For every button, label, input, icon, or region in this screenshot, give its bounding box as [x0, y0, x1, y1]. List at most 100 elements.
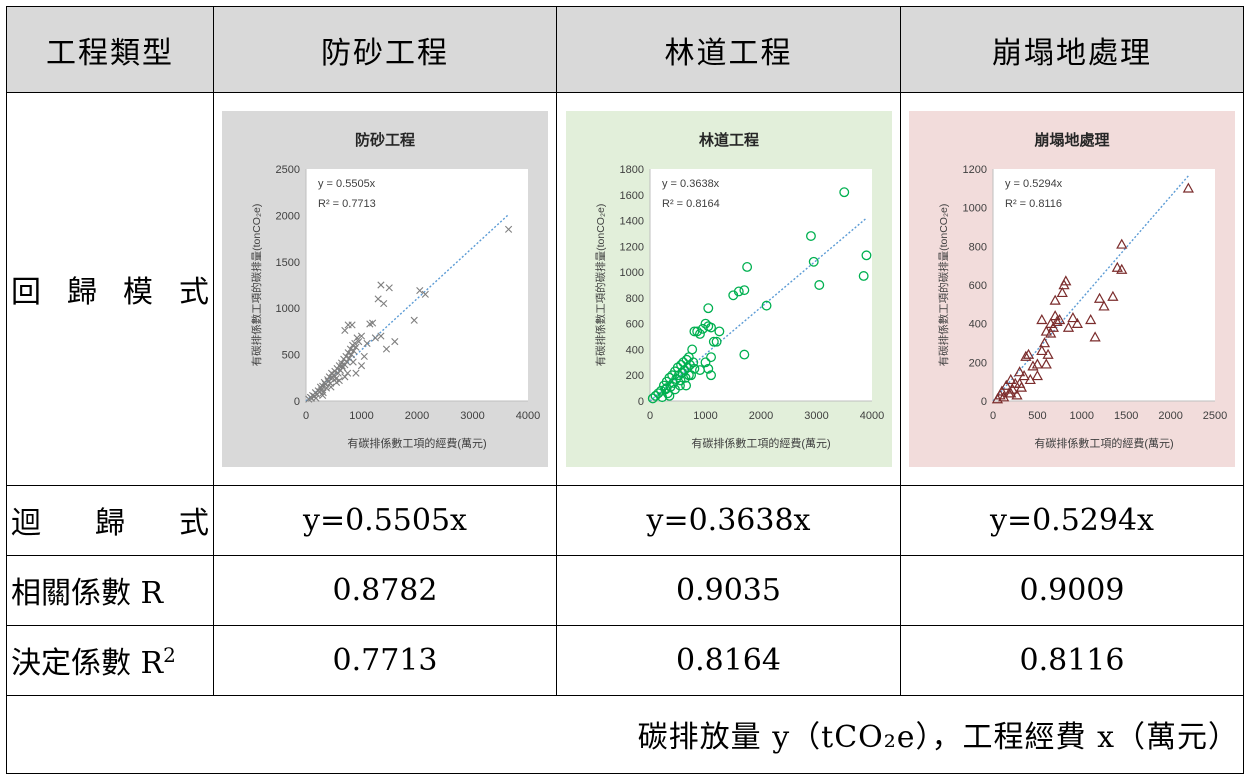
data-point [342, 352, 350, 361]
data-point [1005, 373, 1017, 385]
data-point [377, 332, 385, 340]
x-tick-label: 2000 [1158, 410, 1182, 422]
data-point [1018, 370, 1030, 381]
header-type: 工程類型 [6, 5, 214, 94]
label-char: 歸 [67, 275, 97, 311]
row-label-r-text: 相關係數 R [11, 576, 164, 612]
data-point [761, 300, 772, 311]
data-point [861, 250, 871, 261]
data-point [421, 290, 429, 298]
y-tick-label: 800 [625, 293, 643, 305]
data-point [343, 358, 351, 366]
data-point [416, 287, 424, 295]
label-char: 式 [179, 275, 209, 311]
y-tick-label: 800 [969, 241, 987, 253]
data-point [341, 326, 349, 335]
x-axis-label: 有碳排係數工項的經費(萬元) [347, 436, 486, 450]
plot-area [993, 169, 1215, 402]
r2-row: 決定係數 R2 0.7713 0.8164 0.8116 [6, 624, 1244, 696]
data-point [700, 357, 710, 368]
data-point [344, 369, 352, 377]
trend-equation: y = 0.5294x [1005, 178, 1063, 190]
y-tick-label: 1200 [619, 241, 643, 253]
equation-row: 迴 歸 式 y=0.5505x y=0.3638x y=0.5294x [6, 484, 1244, 556]
data-point [360, 352, 368, 361]
data-point [738, 349, 749, 360]
data-point [1047, 321, 1060, 332]
data-point [694, 365, 705, 376]
y-tick-label: 1400 [619, 216, 643, 228]
data-point [344, 349, 352, 357]
data-point [705, 352, 716, 363]
chart-landslide: 崩塌地處理 0 500 1000 1500 2000 2500 0 200 400 600 800 10… [909, 111, 1235, 468]
x-tick-label: 3000 [460, 410, 484, 422]
data-point [661, 383, 672, 394]
data-point [1027, 360, 1039, 371]
data-point [1014, 366, 1026, 377]
data-point [1042, 348, 1054, 359]
y-tick-label: 1600 [619, 190, 643, 202]
row-label-r2: 決定係數 R2 [6, 624, 214, 696]
data-point [1014, 377, 1026, 388]
data-point [1036, 344, 1048, 356]
data-point [1000, 379, 1012, 390]
data-point [341, 373, 349, 381]
data-point [683, 370, 694, 381]
data-point [858, 271, 869, 281]
data-point [1051, 315, 1063, 327]
data-point [702, 303, 713, 314]
trend-r2: R² = 0.8116 [1005, 198, 1062, 210]
data-point [655, 385, 666, 396]
y-tick-label: 1000 [276, 303, 300, 315]
x-tick-label: 2000 [748, 410, 772, 422]
r-road: 0.9035 [556, 554, 901, 626]
data-point [391, 338, 399, 346]
data-point [352, 369, 360, 377]
x-tick-label: 2500 [1203, 410, 1227, 422]
data-point [353, 334, 361, 342]
data-point [1182, 182, 1194, 193]
data-point [338, 362, 346, 370]
x-tick-label: 0 [646, 410, 652, 422]
y-tick-label: 200 [969, 357, 987, 369]
label-char: 回 [11, 275, 41, 311]
data-points [647, 187, 871, 404]
data-point [363, 339, 371, 348]
y-axis-label: 有碳排係數工項的碳排量(tonCO₂e) [594, 204, 607, 367]
label-char: 模 [123, 275, 153, 311]
chart-cell-sand: 防砂工程 0 1000 2000 3000 4000 0 500 1000 1500 2000 250… [213, 92, 557, 486]
label-char: 式 [179, 506, 209, 542]
summary-table: 工程類型 防砂工程 林道工程 崩塌地處理 回歸模式 防砂工程 0 1000 2000 3… [6, 5, 1244, 775]
data-point [1098, 300, 1110, 311]
y-tick-label: 1500 [276, 257, 300, 269]
data-point [1036, 314, 1048, 325]
chart-cell-landslide: 崩塌地處理 0 500 1000 1500 2000 2500 0 200 400 600 800 10… [900, 92, 1244, 486]
y-tick-label: 500 [282, 350, 300, 362]
data-point [1020, 350, 1032, 361]
y-tick-label: 200 [625, 370, 643, 382]
trend-r2: R² = 0.8164 [662, 198, 720, 210]
row-label-r2-sup: 2 [163, 643, 176, 668]
y-tick-label: 0 [637, 396, 643, 408]
data-point [838, 187, 849, 198]
data-point [352, 343, 360, 351]
data-point [1116, 238, 1128, 249]
data-point [335, 377, 343, 385]
data-point [344, 321, 352, 329]
data-point [650, 390, 661, 401]
data-point [312, 394, 320, 402]
data-point [1056, 286, 1068, 298]
y-tick-label: 600 [625, 319, 643, 331]
data-point [1071, 317, 1083, 328]
data-point [1107, 290, 1119, 301]
data-point [347, 351, 356, 359]
data-point [680, 380, 691, 391]
equation-landslide: y=0.5294x [900, 484, 1244, 556]
data-point [410, 316, 418, 324]
r-landslide: 0.9009 [900, 554, 1244, 626]
label-char: 歸 [95, 506, 125, 542]
y-tick-label: 400 [969, 319, 987, 331]
header-row: 工程類型 防砂工程 林道工程 崩塌地處理 [6, 5, 1244, 94]
data-point [705, 322, 716, 333]
x-tick-label: 1500 [1114, 410, 1138, 422]
